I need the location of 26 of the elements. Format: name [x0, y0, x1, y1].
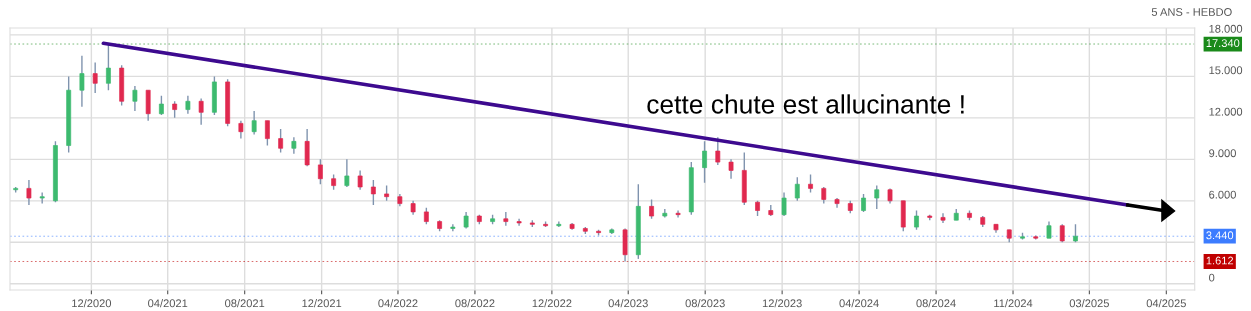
y-tick-label: 18.000 [1209, 24, 1243, 33]
y-tick-label: 6.000 [1209, 190, 1236, 199]
x-tick-label: 04/2022 [378, 299, 418, 308]
x-tick-label: 12/2020 [72, 299, 112, 308]
y-tick-label: 0 [1209, 273, 1215, 282]
x-tick-label: 08/2023 [685, 299, 725, 308]
y-tick-label: 12.000 [1209, 107, 1243, 116]
ref-line-label: 3.440 [1206, 231, 1234, 240]
ref-line-label: 17.340 [1206, 39, 1240, 48]
x-tick-label: 04/2021 [148, 299, 188, 308]
ref-line-label: 1.612 [1206, 256, 1234, 265]
x-tick-label: 12/2021 [302, 299, 342, 308]
x-tick-label: 04/2023 [608, 299, 648, 308]
x-tick-label: 08/2021 [225, 299, 265, 308]
x-tick-label: 04/2024 [839, 299, 879, 308]
y-tick-label: 15.000 [1209, 66, 1243, 75]
x-tick-label: 08/2024 [916, 299, 956, 308]
annotation: cette chute est allucinante ! [647, 94, 964, 114]
x-tick-label: 04/2025 [1146, 299, 1186, 308]
x-tick-label: 08/2022 [455, 299, 495, 308]
x-tick-label: 03/2025 [1069, 299, 1109, 308]
chart-subtitle: 5 ANS - HEBDO [1151, 8, 1232, 16]
y-tick-label: 9.000 [1209, 149, 1236, 158]
x-tick-label: 12/2022 [532, 299, 572, 308]
x-tick-label: 11/2024 [994, 299, 1033, 308]
x-tick-label: 12/2023 [762, 299, 802, 308]
